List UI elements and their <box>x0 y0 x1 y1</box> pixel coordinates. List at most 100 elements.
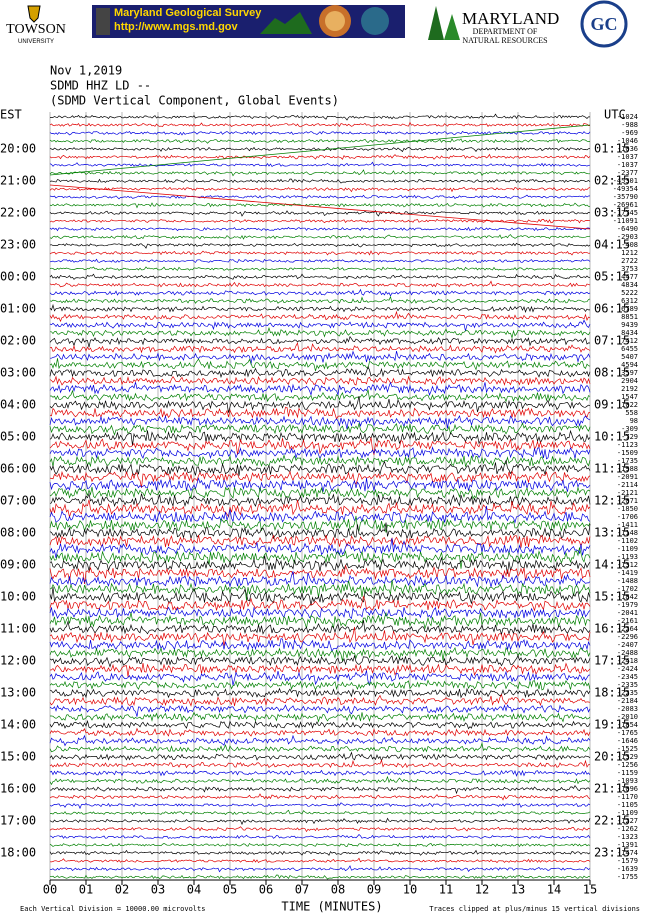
trace-offset: -2488 <box>617 649 638 657</box>
trace <box>49 459 591 476</box>
trace <box>49 538 591 558</box>
trace-offset: -1323 <box>617 833 638 841</box>
x-tick-label: 07 <box>295 883 309 897</box>
trace <box>49 169 590 177</box>
trace <box>49 833 591 840</box>
trace <box>50 711 591 723</box>
trace <box>49 396 591 413</box>
utc-label: 22:15 <box>594 814 630 828</box>
trace <box>49 121 590 128</box>
est-label: 09:00 <box>0 558 36 572</box>
utc-label: 15:15 <box>594 590 630 604</box>
trace <box>50 326 591 339</box>
trace <box>49 611 591 630</box>
trace-offset: -1579 <box>617 857 638 865</box>
est-label: 03:00 <box>0 366 36 380</box>
right-axis-title: UTC <box>604 108 626 122</box>
trace-offset: -1639 <box>617 865 638 873</box>
utc-label: 14:15 <box>594 558 630 572</box>
trace-offset: -988 <box>621 121 638 129</box>
trace-offset: -2161 <box>617 617 638 625</box>
trace-offset: -2296 <box>617 633 638 641</box>
trace <box>49 719 591 730</box>
trace <box>49 358 591 371</box>
trace <box>49 857 591 864</box>
trace <box>49 414 591 430</box>
x-tick-label: 10 <box>403 883 417 897</box>
trace-offset: -1702 <box>617 585 638 593</box>
trace <box>49 280 591 288</box>
trace-offset: 2722 <box>621 257 638 265</box>
est-label: 05:00 <box>0 430 36 444</box>
trace <box>49 210 591 217</box>
title-line: SDMD HHZ LD -- <box>50 79 151 93</box>
trace-offset: 98 <box>630 417 638 425</box>
trace <box>49 161 591 168</box>
trace <box>49 687 591 699</box>
trace <box>49 586 591 606</box>
trace-offset: 6312 <box>621 297 638 305</box>
trace <box>49 303 590 313</box>
left-axis-title: EST <box>0 108 22 122</box>
trace <box>49 802 591 810</box>
utc-label: 13:15 <box>594 526 630 540</box>
trace-offset: -2335 <box>617 681 638 689</box>
x-tick-label: 11 <box>439 883 453 897</box>
trace <box>49 515 591 533</box>
x-tick-label: 04 <box>187 883 201 897</box>
x-tick-label: 01 <box>79 883 93 897</box>
trace-offset: -1148 <box>617 529 638 537</box>
utc-label: 10:15 <box>594 430 630 444</box>
x-tick-label: 02 <box>115 883 129 897</box>
trace-offset: -1329 <box>617 753 638 761</box>
trace <box>49 406 591 420</box>
towson-sub: UNIVERSITY <box>18 39 54 45</box>
trace <box>49 319 591 331</box>
trace-offset: -1093 <box>617 777 638 785</box>
utc-label: 03:15 <box>594 206 630 220</box>
utc-label: 07:15 <box>594 334 630 348</box>
est-label: 15:00 <box>0 750 36 764</box>
trace-offset: 3753 <box>621 265 638 273</box>
est-label: 01:00 <box>0 302 36 316</box>
trace-offset: -969 <box>621 129 638 137</box>
trace <box>49 775 591 786</box>
trace-offset: 1212 <box>621 249 638 257</box>
trace <box>49 638 591 653</box>
trace <box>49 769 591 777</box>
trace <box>49 679 591 691</box>
trace-offset: -17745 <box>613 209 638 217</box>
drift-trace <box>49 124 591 176</box>
trace <box>50 389 591 403</box>
x-tick-label: 13 <box>511 883 525 897</box>
trace <box>49 113 591 121</box>
trace-offset: -1037 <box>617 153 638 161</box>
trace-offset: -2345 <box>617 673 638 681</box>
utc-label: 19:15 <box>594 718 630 732</box>
trace <box>49 522 591 540</box>
x-tick-label: 08 <box>331 883 345 897</box>
title-line: Nov 1,2019 <box>50 64 122 78</box>
est-label: 22:00 <box>0 206 36 220</box>
est-label: 02:00 <box>0 334 36 348</box>
trace <box>49 579 591 601</box>
trace-offset: -1262 <box>617 825 638 833</box>
trace <box>50 350 591 365</box>
dnr-title: MARYLAND <box>462 9 559 28</box>
x-tick-label: 06 <box>259 883 273 897</box>
trace-offset: -1842 <box>617 593 638 601</box>
trace <box>49 741 591 753</box>
trace <box>49 365 591 379</box>
trace <box>49 606 591 620</box>
trace-offset: -1765 <box>617 729 638 737</box>
trace-offset: -2071 <box>617 497 638 505</box>
trace <box>49 662 591 677</box>
trace-offset: -1509 <box>617 449 638 457</box>
trace <box>49 242 591 249</box>
trace-offset: 8851 <box>621 313 638 321</box>
footnote: Each Vertical Division = 10000.00 microv… <box>20 905 205 913</box>
trace <box>49 793 591 801</box>
est-label: 10:00 <box>0 590 36 604</box>
trace-offset: 3597 <box>621 369 638 377</box>
